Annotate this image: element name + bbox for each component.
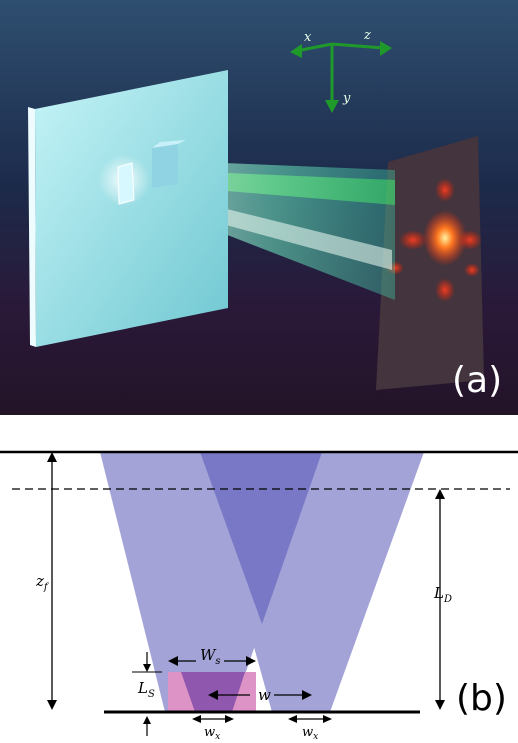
panel-a-label: (a) bbox=[452, 360, 502, 401]
wx-left-label: wx bbox=[204, 725, 220, 739]
axis-z-label: z bbox=[363, 28, 371, 43]
ld-dimension-arrow: LD bbox=[433, 489, 452, 710]
axis-x-label: x bbox=[304, 30, 312, 45]
coordinate-axes: x z y bbox=[290, 28, 392, 113]
ls-label: LS bbox=[137, 679, 155, 700]
slit-beam-overlap bbox=[181, 672, 245, 712]
axis-y-label: y bbox=[342, 91, 351, 106]
geometry-schematic: zf LD LS Ws bbox=[0, 450, 518, 742]
panel-b-label: (b) bbox=[456, 678, 507, 719]
ld-label: LD bbox=[433, 584, 452, 605]
zf-label: zf bbox=[35, 572, 50, 593]
panel-b-schematic: zf LD LS Ws bbox=[0, 440, 518, 742]
zf-dimension-arrow: zf bbox=[35, 452, 57, 710]
diffraction-scene: x z y (a) bbox=[0, 0, 518, 415]
detector-screen bbox=[376, 136, 484, 390]
ws-label: Ws bbox=[200, 646, 221, 667]
cone-overlap bbox=[200, 452, 322, 624]
ls-dimension: LS bbox=[132, 652, 162, 736]
diffraction-pattern bbox=[423, 210, 467, 266]
wx-left-dimension: wx bbox=[192, 715, 234, 742]
ws-dimension: Ws bbox=[168, 644, 256, 667]
wx-right-dimension: wx bbox=[288, 715, 332, 742]
aperture-plate bbox=[28, 70, 228, 347]
w-label: w bbox=[258, 686, 271, 704]
wx-right-label: wx bbox=[302, 725, 318, 739]
panel-a-rendering: x z y (a) bbox=[0, 0, 518, 415]
w-dimension: w bbox=[208, 686, 312, 704]
slit-aperture bbox=[117, 162, 135, 205]
